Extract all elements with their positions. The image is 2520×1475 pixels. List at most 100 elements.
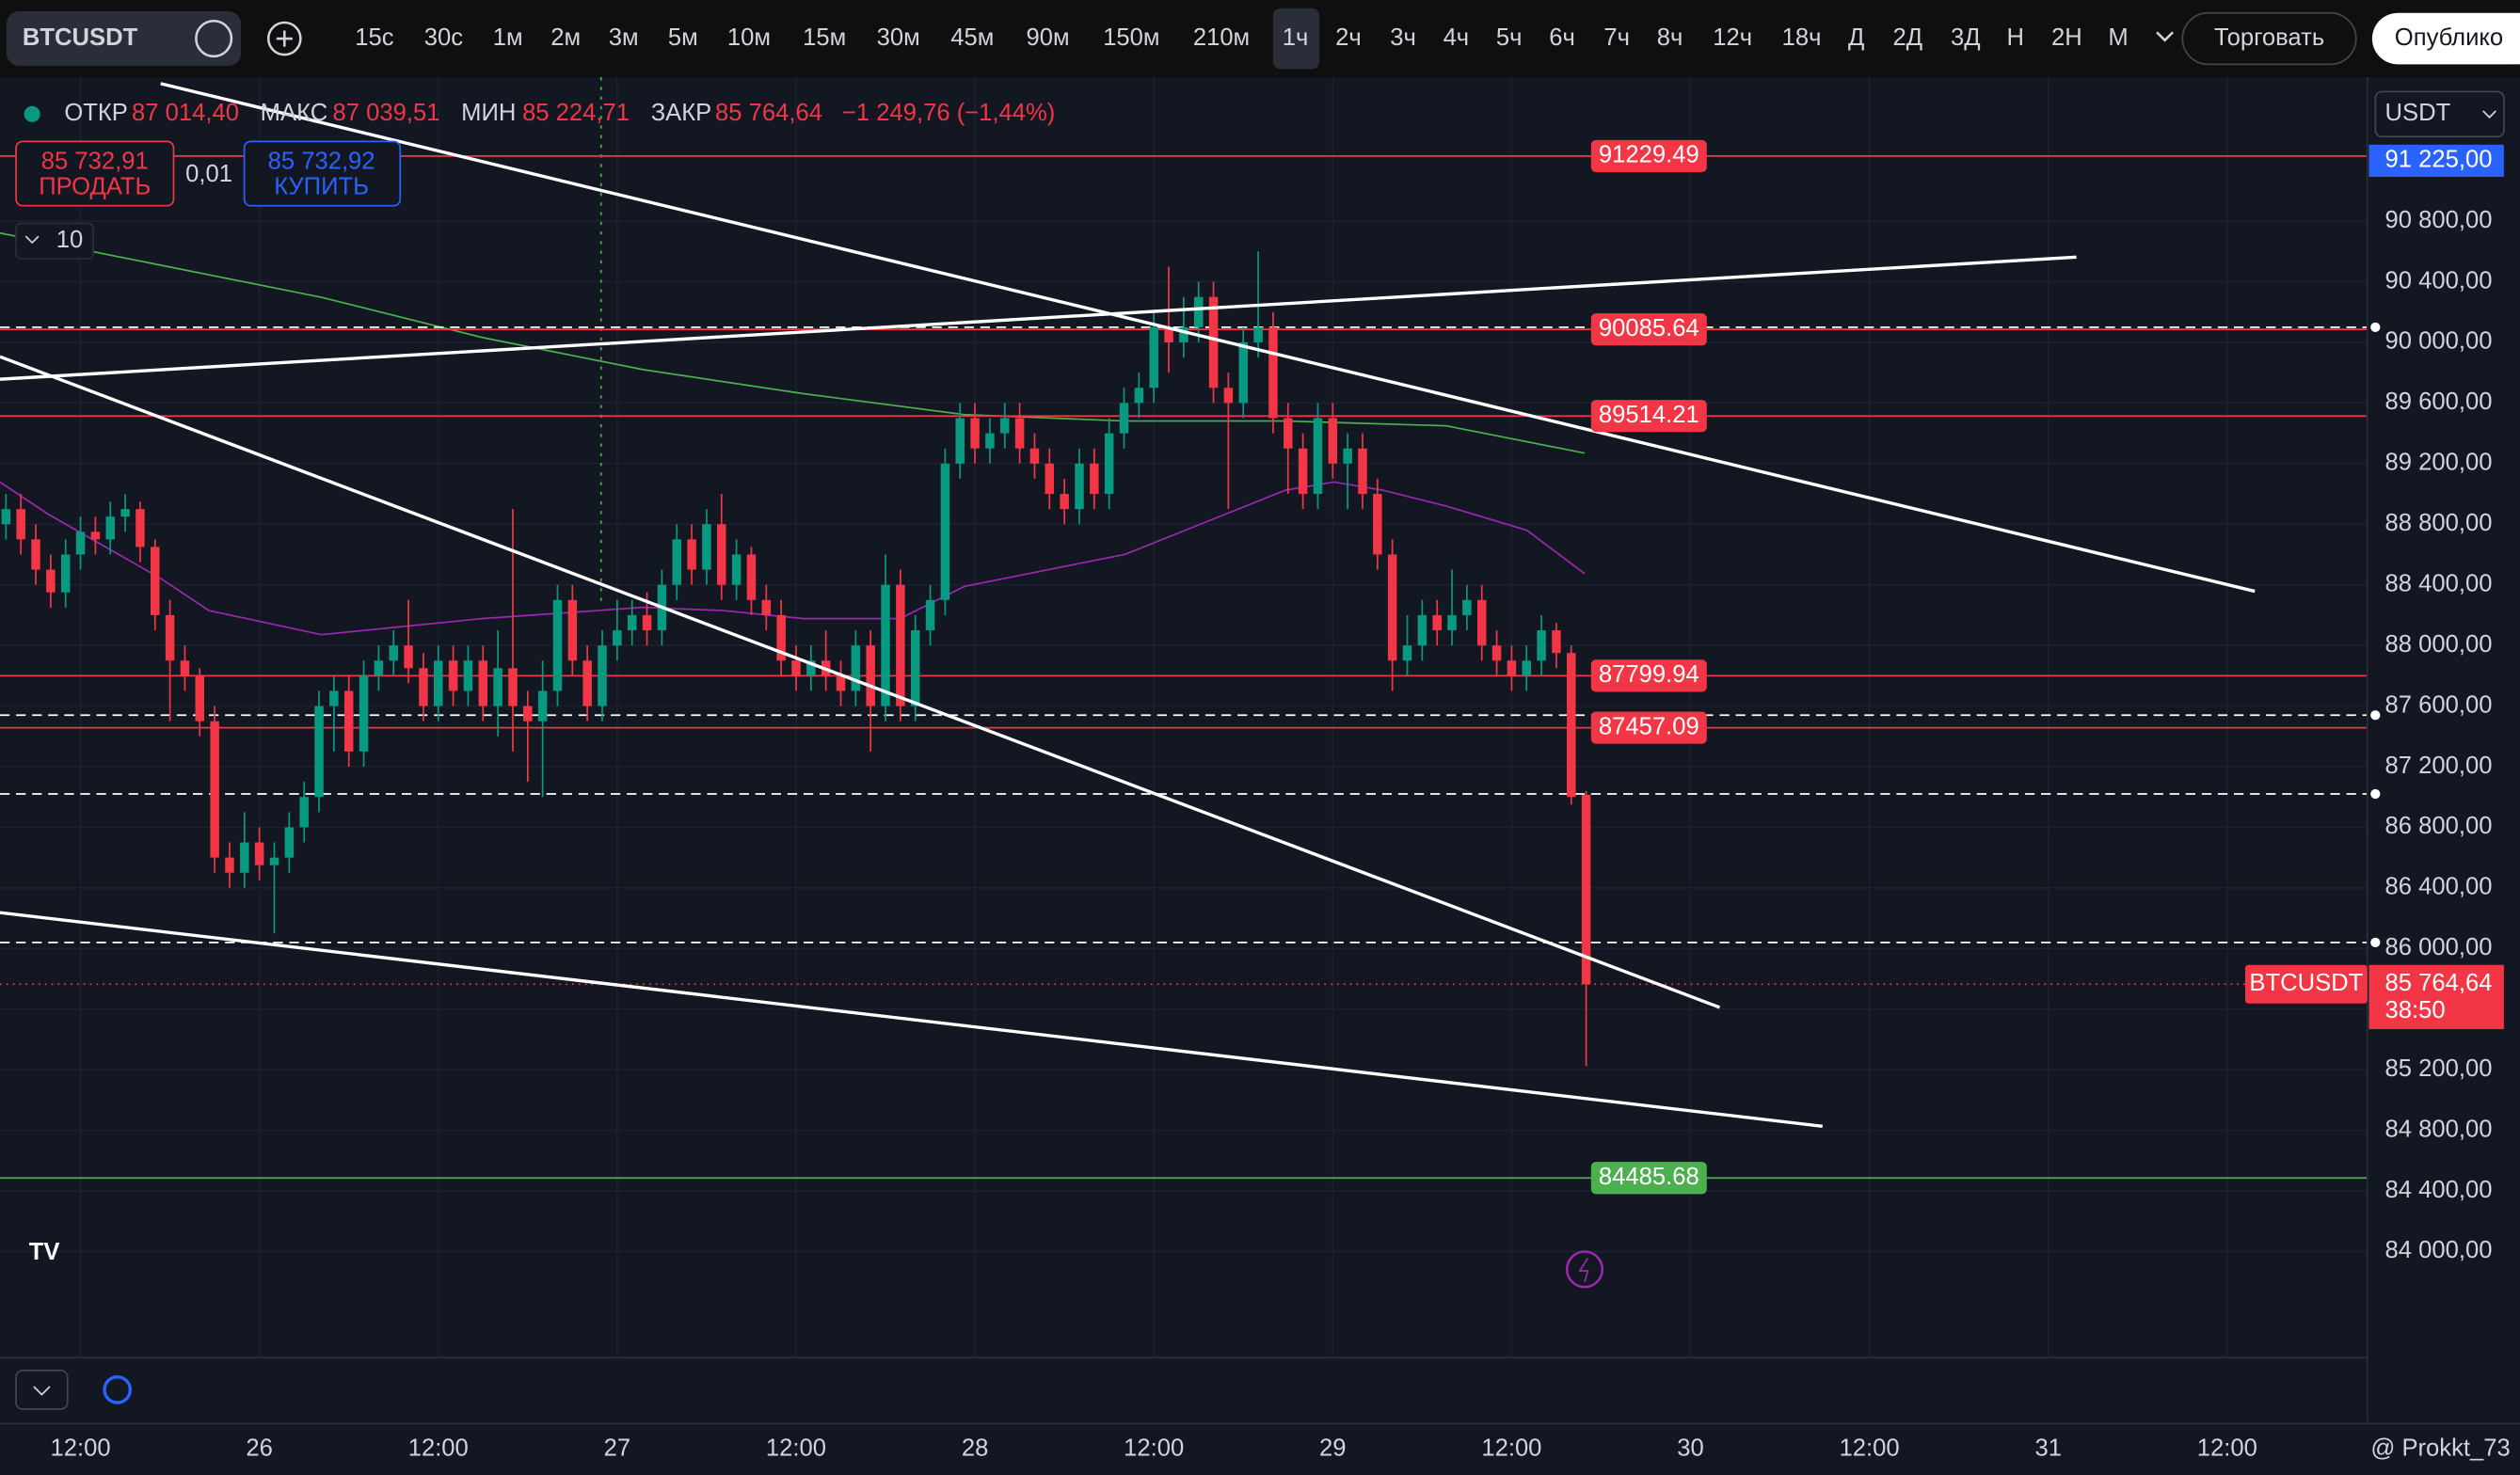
interval[interactable]: 12ч xyxy=(1713,24,1752,51)
alert-handle xyxy=(2370,322,2381,332)
alert-icon[interactable] xyxy=(1565,1250,1604,1289)
candle-body xyxy=(1060,494,1069,510)
trade-button[interactable] xyxy=(2181,11,2357,66)
interval[interactable]: 2м xyxy=(550,24,581,51)
premium-icon xyxy=(195,19,233,58)
intervals: 15с 30с 1м 2м 3м 5м 10м 15м 30м 45м 90м 150м 210м 1ч 2… xyxy=(355,24,2128,51)
interval[interactable]: 3ч xyxy=(1390,24,1416,51)
sell-button[interactable] xyxy=(15,140,175,207)
sync-icon[interactable] xyxy=(103,1375,133,1404)
add-icon[interactable] xyxy=(266,21,302,56)
interval[interactable]: 5ч xyxy=(1496,24,1523,51)
interval[interactable]: 3Д xyxy=(1951,24,1981,51)
interval[interactable]: 8ч xyxy=(1657,24,1683,51)
candle-body xyxy=(955,418,965,464)
candle-body xyxy=(1000,418,1010,434)
interval[interactable]: 2ч xyxy=(1335,24,1362,51)
toolbar xyxy=(0,0,2520,78)
candle-body xyxy=(642,614,652,631)
interval[interactable]: 210м xyxy=(1193,24,1250,51)
interval[interactable]: 30м xyxy=(877,24,920,51)
buy-button[interactable] xyxy=(243,140,402,207)
candle-body xyxy=(1507,660,1517,676)
quantity-box[interactable] xyxy=(15,222,94,260)
interval[interactable]: 5м xyxy=(668,24,698,51)
watermark: @ Prokkt_73 xyxy=(2370,1435,2510,1461)
interval[interactable]: 15с xyxy=(355,24,393,51)
symbol-box[interactable] xyxy=(6,11,242,67)
close-value: 85 764,64 xyxy=(715,100,822,126)
trade-label: Торговать xyxy=(2214,24,2324,51)
candle-body xyxy=(284,827,295,858)
interval[interactable]: 15м xyxy=(803,24,846,51)
x-tick-label: 12:00 xyxy=(408,1435,469,1461)
candle-body xyxy=(1387,554,1397,661)
interval[interactable]: 2Д xyxy=(1892,24,1922,51)
candle-body xyxy=(1417,614,1427,646)
interval[interactable]: 10м xyxy=(727,24,771,51)
candle-body xyxy=(16,509,25,540)
interval[interactable]: 6ч xyxy=(1549,24,1575,51)
y-tick-label: 85 200,00 xyxy=(2385,1055,2493,1082)
sell-price: 85 732,91 xyxy=(41,148,149,174)
more-intervals[interactable] xyxy=(2156,31,2174,42)
low-label: МИН xyxy=(461,100,516,126)
interval[interactable]: 1ч xyxy=(1283,24,1309,51)
candle-body xyxy=(1223,388,1234,404)
candle-body xyxy=(791,660,801,676)
y-tick-label: 84 000,00 xyxy=(2385,1237,2493,1263)
logo: TV xyxy=(29,1239,60,1265)
interval[interactable]: Д xyxy=(1848,24,1864,51)
currency-box[interactable] xyxy=(2374,90,2505,138)
interval[interactable]: 3м xyxy=(609,24,639,51)
candle-body xyxy=(225,857,234,873)
trend-line xyxy=(160,82,2256,594)
candle-body xyxy=(120,509,130,517)
candle-body xyxy=(1179,326,1188,342)
currency-chevron xyxy=(2482,110,2496,119)
interval[interactable]: 2Н xyxy=(2051,24,2082,51)
interval[interactable]: 150м xyxy=(1103,24,1159,51)
interval[interactable]: Н xyxy=(2006,24,2024,51)
candle-body xyxy=(1522,660,1531,676)
interval[interactable]: 1м xyxy=(493,24,523,51)
candle-body xyxy=(254,842,264,865)
add-plus xyxy=(276,30,293,47)
candle-body xyxy=(1313,418,1323,495)
candle-body xyxy=(299,797,309,828)
candle-body xyxy=(404,645,413,669)
candle-body xyxy=(910,630,920,706)
publish-label: Опублико xyxy=(2395,24,2503,51)
symbol: BTCUSDT xyxy=(23,24,138,51)
x-tick-label: 12:00 xyxy=(1481,1435,1541,1461)
level-label-bg xyxy=(1590,139,1707,172)
interval[interactable]: 30с xyxy=(424,24,463,51)
level-label: 87799.94 xyxy=(1599,661,1699,688)
alert-handle xyxy=(2370,788,2381,800)
level-label-bg xyxy=(1590,1162,1707,1195)
countdown: 38:50 xyxy=(2385,997,2446,1023)
alert-bolt xyxy=(1578,1257,1589,1283)
symbol-tag-bg xyxy=(2244,964,2368,1004)
interval[interactable]: 90м xyxy=(1027,24,1070,51)
level-label-bg xyxy=(1590,400,1707,433)
y-tick-label: 86 800,00 xyxy=(2385,813,2493,839)
level-label: 84485.68 xyxy=(1599,1164,1699,1190)
interval[interactable]: М xyxy=(2108,24,2128,51)
y-tick-label: 86 400,00 xyxy=(2385,874,2493,900)
interval[interactable]: 18ч xyxy=(1782,24,1822,51)
buy-label: КУПИТЬ xyxy=(274,174,369,200)
candle-body xyxy=(523,706,533,722)
interval[interactable]: 7ч xyxy=(1603,24,1630,51)
buy-price: 85 732,92 xyxy=(268,148,375,174)
y-tick-label: 90 000,00 xyxy=(2385,328,2493,355)
interval[interactable]: 4ч xyxy=(1443,24,1470,51)
collapse-button[interactable] xyxy=(15,1370,69,1410)
candle-body xyxy=(240,842,249,873)
publish-button[interactable] xyxy=(2371,12,2520,65)
interval[interactable]: 45м xyxy=(950,24,994,51)
x-tick-label: 29 xyxy=(1319,1435,1347,1461)
candle-body xyxy=(672,539,681,585)
